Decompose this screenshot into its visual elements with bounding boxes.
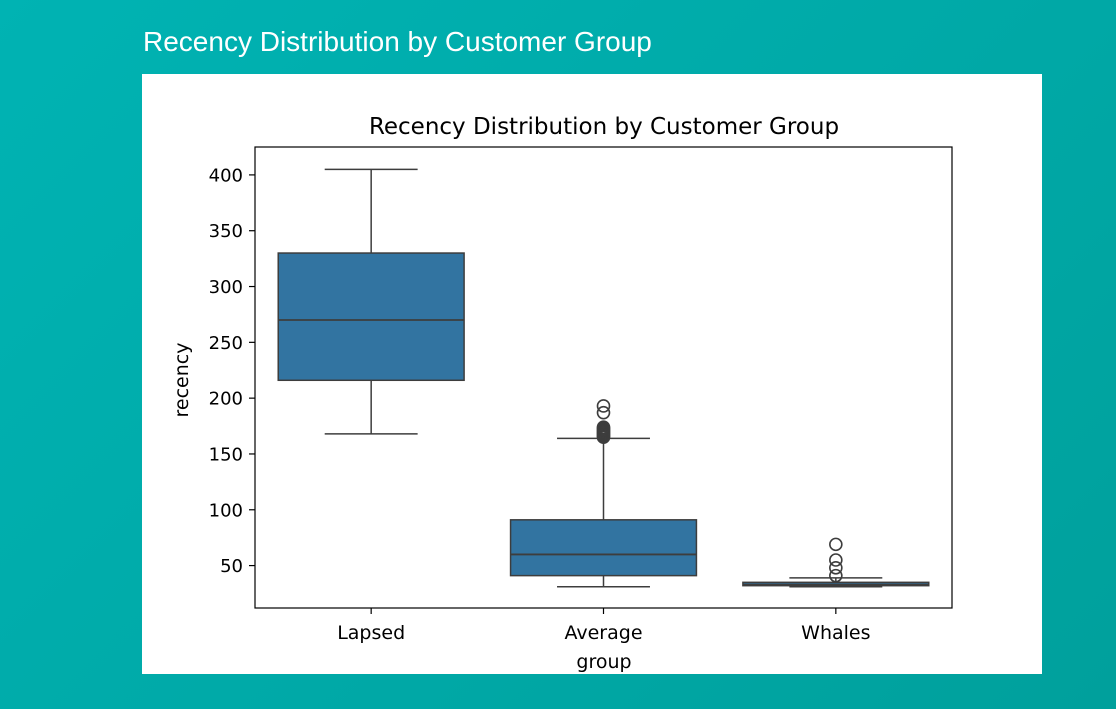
box-plot-chart: Recency Distribution by Customer Group 5… [171, 114, 953, 673]
y-tick-label: 400 [209, 165, 243, 186]
y-tick-label: 250 [209, 333, 243, 354]
y-tick-label: 200 [209, 389, 243, 410]
outlier-point [829, 561, 843, 575]
y-tick-label: 150 [209, 444, 243, 465]
y-axis-label: recency [171, 343, 193, 418]
x-tick-label: Lapsed [337, 622, 405, 644]
slide-title: Recency Distribution by Customer Group [143, 26, 652, 57]
box-average [509, 399, 698, 588]
x-axis: Lapsed Average Whales [337, 608, 871, 644]
y-tick-label: 350 [209, 221, 243, 242]
plot-area [277, 168, 930, 588]
outlier-point [596, 399, 611, 413]
y-tick-label: 100 [209, 500, 243, 521]
x-axis-label: group [576, 651, 631, 673]
box-iqr [509, 519, 698, 577]
y-axis: 50 100 150 200 250 300 350 400 [209, 165, 255, 577]
outlier-point [596, 420, 611, 434]
outlier-point [829, 553, 843, 567]
x-tick-label: Whales [801, 622, 870, 644]
outlier-point [596, 405, 611, 420]
box-lapsed [277, 168, 465, 435]
chart-title: Recency Distribution by Customer Group [369, 114, 839, 140]
y-tick-label: 50 [220, 556, 243, 577]
outlier-point [829, 537, 843, 552]
box-whales [742, 537, 930, 588]
box-iqr [277, 252, 465, 382]
y-tick-label: 300 [209, 277, 243, 298]
chart-figure: Recency Distribution by Customer Group 5… [142, 74, 1042, 674]
outlier-point [829, 568, 843, 583]
x-tick-label: Average [564, 622, 642, 644]
